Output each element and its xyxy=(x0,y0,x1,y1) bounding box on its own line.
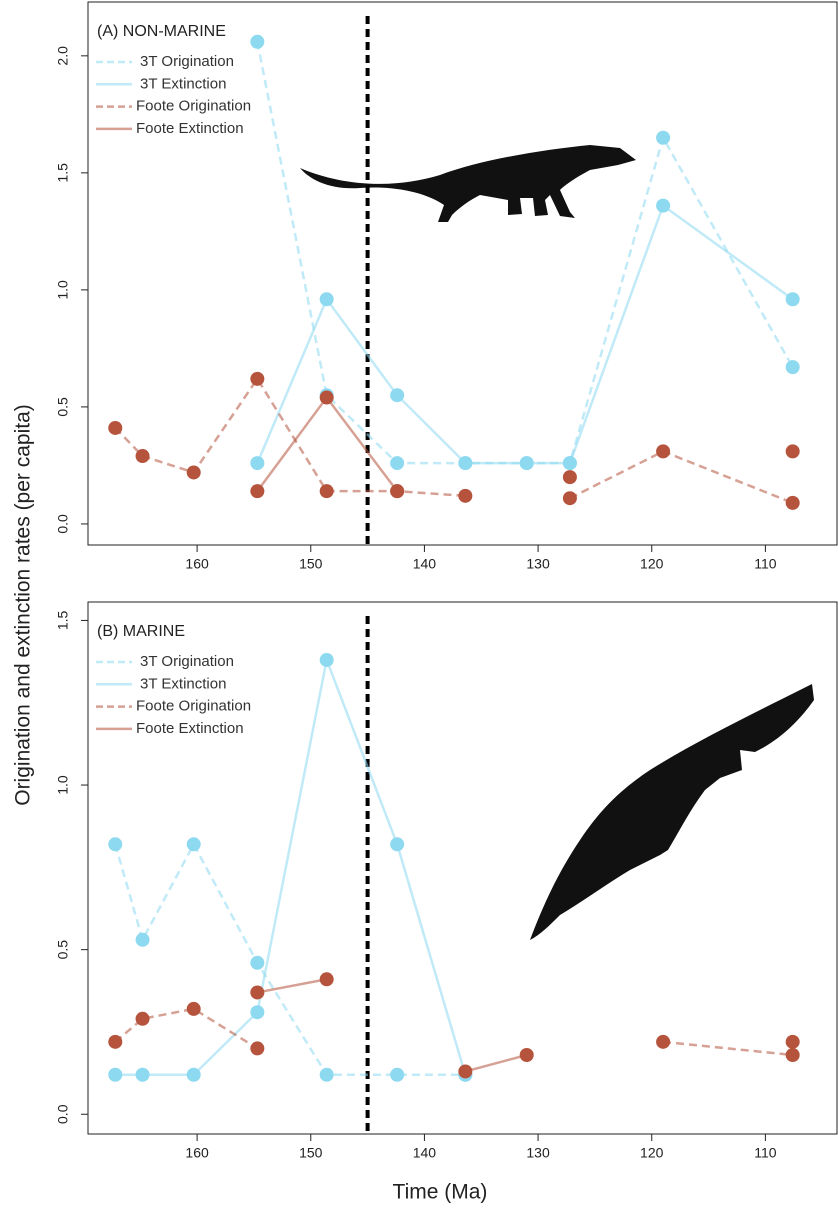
y-tick-label: 2.0 xyxy=(55,46,71,66)
panel-title: (B) MARINE xyxy=(97,623,185,640)
y-tick-label: 1.5 xyxy=(55,610,71,630)
data-point xyxy=(520,1048,534,1062)
data-point xyxy=(786,360,800,374)
data-point xyxy=(108,837,122,851)
x-tick-label: 120 xyxy=(640,1145,664,1161)
data-point xyxy=(656,1035,670,1049)
data-point xyxy=(390,456,404,470)
x-tick-label: 150 xyxy=(299,1145,323,1161)
data-point xyxy=(250,372,264,386)
data-point xyxy=(108,1035,122,1049)
data-point xyxy=(136,1068,150,1082)
x-tick-label: 130 xyxy=(526,1145,550,1161)
data-point xyxy=(187,1068,201,1082)
data-point xyxy=(786,444,800,458)
data-point xyxy=(458,489,472,503)
data-point xyxy=(136,1012,150,1026)
data-point xyxy=(563,491,577,505)
data-point xyxy=(320,653,334,667)
legend-label: 3T Extinction xyxy=(140,675,226,692)
legend-label: 3T Origination xyxy=(140,653,234,670)
x-axis-title: Time (Ma) xyxy=(393,1181,488,1204)
data-point xyxy=(250,35,264,49)
x-tick-label: 160 xyxy=(185,556,209,572)
data-point xyxy=(390,837,404,851)
y-axis-title: Origination and extinction rates (per ca… xyxy=(12,404,35,806)
data-point xyxy=(136,449,150,463)
y-tick-label: 1.5 xyxy=(55,163,71,183)
marine-croc-silhouette xyxy=(530,684,814,940)
y-tick-label: 0.5 xyxy=(55,397,71,417)
y-tick-label: 1.0 xyxy=(55,280,71,300)
data-point xyxy=(390,388,404,402)
data-point xyxy=(320,292,334,306)
legend-label: Foote Origination xyxy=(136,98,251,115)
data-point xyxy=(320,972,334,986)
data-point xyxy=(320,1068,334,1082)
series-line xyxy=(115,379,792,503)
y-tick-label: 0.5 xyxy=(55,940,71,960)
data-point xyxy=(563,456,577,470)
x-tick-label: 110 xyxy=(754,1145,777,1161)
data-point xyxy=(656,131,670,145)
x-tick-label: 130 xyxy=(526,556,550,572)
x-tick-label: 140 xyxy=(413,556,437,572)
legend-label: 3T Origination xyxy=(140,53,234,70)
data-point xyxy=(250,484,264,498)
data-point xyxy=(250,985,264,999)
legend-label: 3T Extinction xyxy=(140,75,226,92)
data-point xyxy=(320,484,334,498)
y-tick-label: 0.0 xyxy=(55,514,71,534)
data-point xyxy=(250,956,264,970)
series-line xyxy=(257,42,792,463)
y-tick-label: 1.0 xyxy=(55,775,71,795)
legend-label: Foote Extinction xyxy=(136,720,244,737)
panel-title: (A) NON-MARINE xyxy=(97,23,226,40)
data-point xyxy=(108,1068,122,1082)
data-point xyxy=(458,456,472,470)
x-tick-label: 150 xyxy=(299,556,323,572)
data-point xyxy=(656,444,670,458)
data-point xyxy=(786,496,800,510)
data-point xyxy=(250,1041,264,1055)
data-point xyxy=(520,456,534,470)
series-line xyxy=(115,844,465,1074)
data-point xyxy=(563,470,577,484)
data-point xyxy=(390,484,404,498)
data-point xyxy=(187,1002,201,1016)
data-point xyxy=(786,292,800,306)
data-point xyxy=(320,391,334,405)
data-point xyxy=(250,456,264,470)
data-point xyxy=(656,199,670,213)
legend-label: Foote Extinction xyxy=(136,120,244,137)
series-line xyxy=(257,206,792,463)
legend: 3T Origination 3T Extinction Foote Origina… xyxy=(96,653,251,737)
data-point xyxy=(786,1048,800,1062)
data-point xyxy=(108,421,122,435)
x-tick-label: 110 xyxy=(754,556,777,572)
figure: Origination and extinction rates (per ca… xyxy=(0,0,838,1210)
data-point xyxy=(136,933,150,947)
x-tick-label: 140 xyxy=(413,1145,437,1161)
series-line xyxy=(257,398,792,492)
data-point xyxy=(250,1005,264,1019)
data-point xyxy=(458,1064,472,1078)
legend-label: Foote Origination xyxy=(136,698,251,715)
data-point xyxy=(390,1068,404,1082)
legend: 3T Origination 3T Extinction Foote Origina… xyxy=(96,53,251,137)
data-point xyxy=(786,1035,800,1049)
data-point xyxy=(187,837,201,851)
x-tick-label: 120 xyxy=(640,556,664,572)
data-point xyxy=(187,465,201,479)
y-tick-label: 0.0 xyxy=(55,1104,71,1124)
terrestrial-croc-silhouette xyxy=(300,145,636,222)
x-tick-label: 160 xyxy=(185,1145,209,1161)
